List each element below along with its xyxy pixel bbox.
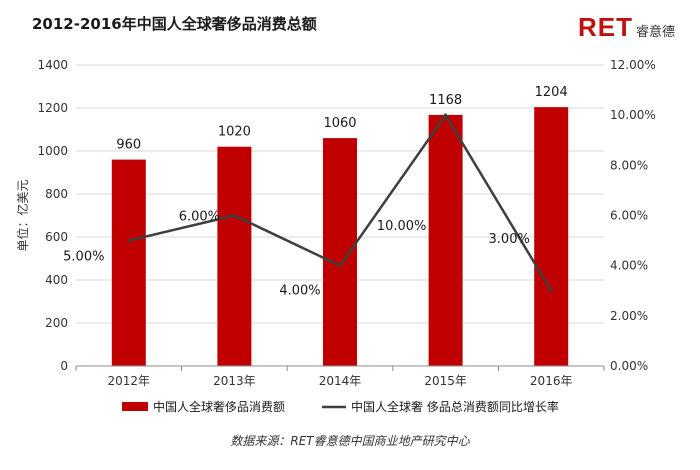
bar — [428, 114, 463, 366]
x-tick-label: 2013年 — [213, 374, 256, 388]
y2-tick-label: 12.00% — [610, 58, 656, 72]
legend: 中国人全球奢侈品消费额 中国人全球奢 侈品总消费额同比增长率 — [122, 399, 559, 414]
y2-tick-label: 10.00% — [610, 108, 656, 122]
y-tick-label: 200 — [45, 316, 68, 330]
brand-logo: RET 睿意德 — [578, 12, 675, 43]
y-tick-label: 1000 — [37, 144, 68, 158]
axes: 0 200 400 600 800 1000 1200 1400 0.00% 2.00% 4.00%… — [15, 58, 656, 388]
logo-text: 睿意德 — [636, 25, 676, 40]
bar-value-label: 1204 — [535, 85, 568, 100]
bar — [217, 146, 252, 366]
y-tick-label: 600 — [45, 230, 68, 244]
y2-tick-label: 8.00% — [610, 158, 648, 172]
bar-value-label: 1020 — [218, 125, 251, 140]
line-point — [549, 289, 553, 293]
line-series — [127, 112, 553, 293]
source-note: 数据来源：RET睿意德中国商业地产研究中心 — [230, 434, 470, 448]
bar-series — [111, 107, 569, 366]
y-tick-label: 1400 — [37, 58, 68, 72]
x-tick-label: 2015年 — [424, 374, 467, 388]
bar-value-label: 1168 — [429, 93, 462, 108]
y2-tick-label: 2.00% — [610, 309, 648, 323]
x-tick-label: 2016年 — [530, 374, 573, 388]
y-tick-label: 800 — [45, 187, 68, 201]
y-tick-label: 1200 — [37, 101, 68, 115]
line-point — [444, 113, 448, 117]
y-tick-label: 400 — [45, 273, 68, 287]
line-value-label: 5.00% — [63, 250, 104, 265]
y2-tick-label: 6.00% — [610, 209, 648, 223]
logo-mark: RET — [578, 12, 633, 42]
x-tick-label: 2012年 — [108, 374, 151, 388]
y2-tick-label: 0.00% — [610, 359, 648, 373]
legend-label-line: 中国人全球奢 侈品总消费额同比增长率 — [351, 399, 559, 414]
chart-title: 2012-2016年中国人全球奢侈品消费总额 — [32, 15, 317, 33]
x-tick-label: 2014年 — [319, 374, 362, 388]
bar-value-label: 960 — [116, 138, 141, 153]
bar — [323, 138, 357, 366]
data-labels: 960 1020 1060 1168 1204 5.00% 6.00% 4.00% 10.00%… — [63, 85, 568, 299]
y-tick-label: 0 — [60, 359, 68, 373]
line-value-label: 3.00% — [489, 232, 530, 247]
line-value-label: 10.00% — [377, 219, 427, 234]
bar — [534, 107, 569, 366]
y-axis-title: 单位：亿美元 — [15, 179, 30, 251]
y2-tick-label: 4.00% — [610, 259, 648, 273]
line-value-label: 4.00% — [279, 284, 320, 299]
line-point — [127, 239, 131, 243]
line-value-label: 6.00% — [179, 210, 220, 225]
line-point — [338, 264, 342, 268]
bar — [111, 159, 146, 366]
legend-swatch-bar — [122, 402, 148, 411]
line-point — [232, 214, 236, 217]
legend-label-bar: 中国人全球奢侈品消费额 — [153, 399, 285, 414]
bar-value-label: 1060 — [323, 116, 356, 131]
